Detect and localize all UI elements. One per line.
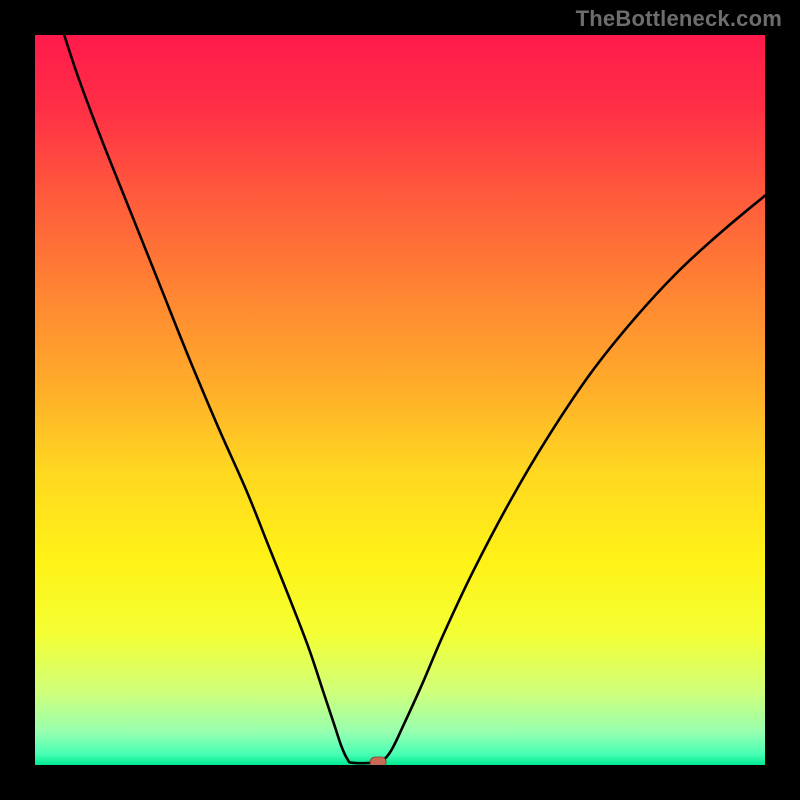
chart-frame: TheBottleneck.com bbox=[0, 0, 800, 800]
watermark-text: TheBottleneck.com bbox=[576, 6, 782, 32]
bottleneck-curve-layer bbox=[35, 35, 765, 765]
plot-area bbox=[35, 35, 765, 765]
bottleneck-curve bbox=[64, 35, 765, 763]
optimal-marker bbox=[370, 757, 386, 765]
